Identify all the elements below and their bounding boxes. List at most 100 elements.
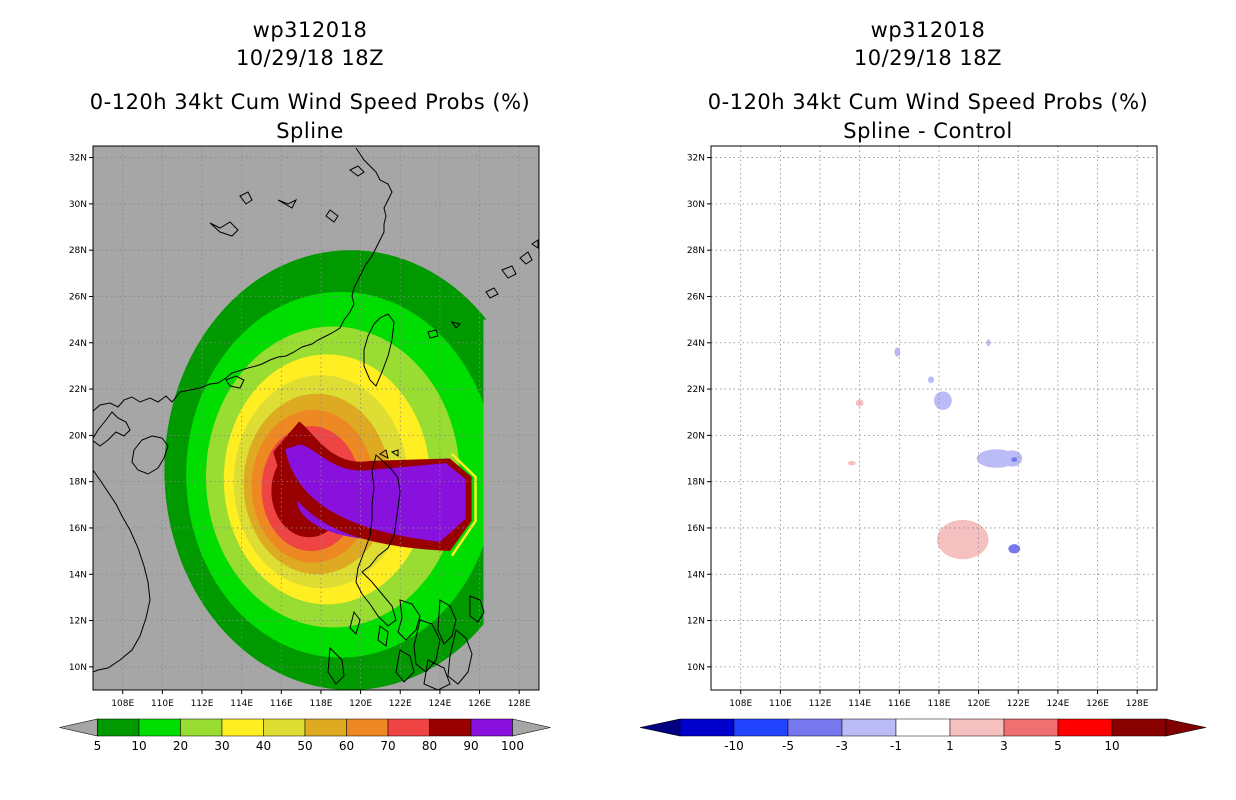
colorbar-label: -3 xyxy=(836,739,848,753)
x-tick-label: 126E xyxy=(1086,699,1109,709)
difference-patch xyxy=(936,519,989,560)
x-tick-label: 118E xyxy=(928,699,951,709)
left-map-frame xyxy=(92,145,540,691)
difference-patch xyxy=(847,460,856,466)
y-tick-label: 30N xyxy=(687,200,705,210)
x-tick-label: 122E xyxy=(389,699,412,709)
right-map-frame xyxy=(710,145,1158,691)
colorbar-label: 5 xyxy=(94,739,102,753)
difference-patch xyxy=(934,391,952,410)
colorbar-segment xyxy=(304,718,347,737)
colorbar-label: 100 xyxy=(501,739,524,753)
x-tick-label: 122E xyxy=(1007,699,1030,709)
left-datetime: 10/29/18 18Z xyxy=(235,46,385,70)
y-tick-label: 22N xyxy=(687,385,705,395)
x-tick-label: 126E xyxy=(468,699,491,709)
colorbar-label: -5 xyxy=(782,739,794,753)
x-tick-label: 124E xyxy=(428,699,451,709)
colorbar-triangle-high xyxy=(512,718,551,737)
colorbar-label: 40 xyxy=(256,739,271,753)
colorbar-label: 5 xyxy=(1054,739,1062,753)
colorbar-triangle-high xyxy=(1165,718,1207,737)
difference-patch xyxy=(986,339,991,347)
x-tick-label: 110E xyxy=(769,699,792,709)
colorbar-label: 50 xyxy=(297,739,312,753)
y-tick-label: 14N xyxy=(69,570,87,580)
y-tick-label: 22N xyxy=(69,385,87,395)
right-x-axis: 108E 110E 112E 114E 116E 118E 120E 122E 124E 126E… xyxy=(729,690,1149,709)
right-product-title: 0-120h 34kt Cum Wind Speed Probs (%) xyxy=(707,90,1149,114)
colorbar-segment xyxy=(841,718,897,737)
right-map-background xyxy=(711,146,1157,690)
colorbar-label: -1 xyxy=(890,739,902,753)
colorbar-segment xyxy=(1057,718,1113,737)
y-tick-label: 18N xyxy=(69,478,87,488)
colorbar-label: 90 xyxy=(463,739,478,753)
mask-east xyxy=(483,319,539,667)
colorbar-segment xyxy=(1111,718,1167,737)
y-tick-label: 30N xyxy=(69,200,87,210)
colorbar-segment xyxy=(429,718,472,737)
x-tick-label: 120E xyxy=(349,699,372,709)
x-tick-label: 124E xyxy=(1046,699,1069,709)
y-tick-label: 26N xyxy=(687,292,705,302)
left-x-axis: 108E 110E 112E 114E 116E 118E 120E 122E 124E 126E… xyxy=(111,690,531,709)
y-tick-label: 16N xyxy=(687,524,705,534)
y-tick-label: 24N xyxy=(687,339,705,349)
y-tick-label: 10N xyxy=(69,663,87,673)
colorbar-segment xyxy=(180,718,223,737)
right-colorbar: -10 -5 -3 -1 1 3 5 10 xyxy=(639,718,1207,753)
colorbar-segment xyxy=(470,718,513,737)
colorbar-segment xyxy=(787,718,843,737)
x-tick-label: 114E xyxy=(230,699,253,709)
colorbar-segment xyxy=(97,718,140,737)
colorbar-label: 60 xyxy=(339,739,354,753)
x-tick-label: 120E xyxy=(967,699,990,709)
colorbar-segment xyxy=(679,718,735,737)
y-tick-label: 32N xyxy=(687,154,705,164)
right-map-panel: 108E 110E 112E 114E 116E 118E 120E 122E 124E 126E… xyxy=(639,145,1207,753)
colorbar-label: 3 xyxy=(1000,739,1008,753)
colorbar-segment xyxy=(1003,718,1059,737)
difference-patch xyxy=(1008,544,1021,554)
right-datetime: 10/29/18 18Z xyxy=(853,46,1003,70)
x-tick-label: 118E xyxy=(310,699,333,709)
colorbar-segment xyxy=(346,718,389,737)
difference-patch xyxy=(928,376,934,384)
colorbar-label: 30 xyxy=(214,739,229,753)
colorbar-label: 20 xyxy=(173,739,188,753)
x-tick-label: 112E xyxy=(809,699,832,709)
colorbar-triangle-low xyxy=(639,718,681,737)
colorbar-label: -10 xyxy=(724,739,744,753)
x-tick-label: 108E xyxy=(729,699,752,709)
x-tick-label: 108E xyxy=(111,699,134,709)
colorbar-label: 10 xyxy=(1104,739,1119,753)
colorbar-segment xyxy=(949,718,1005,737)
y-tick-label: 24N xyxy=(69,339,87,349)
y-tick-label: 26N xyxy=(69,292,87,302)
y-tick-label: 18N xyxy=(687,478,705,488)
colorbar-segment xyxy=(221,718,264,737)
colorbar-segment xyxy=(138,718,181,737)
y-tick-label: 12N xyxy=(687,617,705,627)
colorbar-label: 1 xyxy=(946,739,954,753)
left-colorbar: 5 10 20 30 40 50 60 70 80 90 100 xyxy=(59,718,551,753)
left-gridlines xyxy=(93,146,539,690)
x-tick-label: 116E xyxy=(270,699,293,709)
y-tick-label: 32N xyxy=(69,154,87,164)
colorbar-label: 70 xyxy=(380,739,395,753)
right-y-axis: 10N 12N 14N 16N 18N 20N 22N 24N 26N 28N 30N 32N xyxy=(687,154,711,673)
y-tick-label: 28N xyxy=(687,246,705,256)
colorbar-label: 10 xyxy=(131,739,146,753)
y-tick-label: 28N xyxy=(69,246,87,256)
y-tick-label: 14N xyxy=(687,570,705,580)
x-tick-label: 112E xyxy=(191,699,214,709)
difference-patch xyxy=(894,347,901,357)
right-subtitle: Spline - Control xyxy=(843,119,1013,143)
x-tick-label: 114E xyxy=(848,699,871,709)
left-storm-id: wp312018 xyxy=(252,18,368,42)
y-tick-label: 20N xyxy=(687,431,705,441)
y-tick-label: 16N xyxy=(69,524,87,534)
colorbar-segment xyxy=(733,718,789,737)
